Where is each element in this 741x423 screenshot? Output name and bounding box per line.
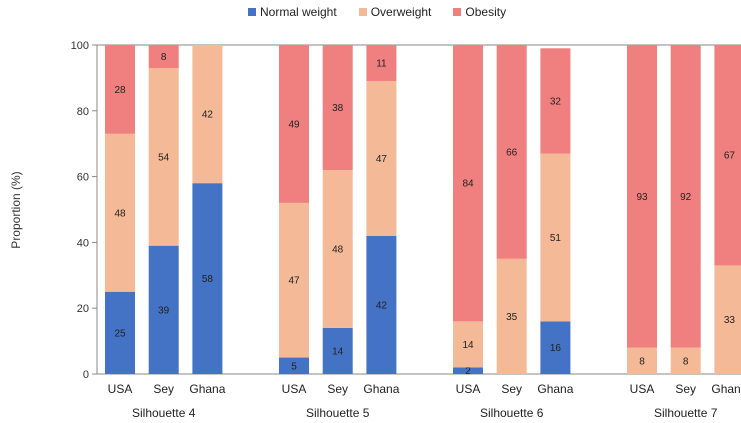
bar-segment (540, 153, 571, 322)
bar-segment (366, 45, 397, 82)
data-label: 28 (114, 85, 126, 96)
bar-segment (627, 45, 657, 348)
x-group-label: Silhouette 7 (654, 406, 718, 420)
data-label: 35 (506, 312, 518, 323)
data-label: 38 (332, 103, 344, 114)
bar-segment (279, 45, 309, 203)
bar-segment (148, 45, 179, 69)
data-label: 8 (161, 52, 167, 63)
x-category-label: Ghana (711, 382, 741, 396)
data-label: 93 (636, 192, 648, 203)
data-label: 25 (114, 328, 126, 339)
data-label: 42 (376, 300, 388, 311)
data-label: 51 (550, 233, 562, 244)
data-label: 84 (462, 179, 474, 190)
x-category-label: USA (108, 382, 133, 396)
bar-segment (148, 245, 179, 374)
data-label: 14 (462, 340, 474, 351)
data-label: 8 (683, 356, 689, 367)
bar-segment (322, 327, 353, 374)
data-label: 47 (288, 276, 300, 287)
bar-segment (105, 45, 135, 134)
bar-segment (192, 45, 223, 184)
y-tick-label: 20 (77, 303, 89, 315)
data-label: 33 (724, 315, 736, 326)
x-group-label: Silhouette 4 (132, 406, 196, 420)
data-label: 48 (332, 244, 344, 255)
bar-segment (105, 133, 135, 292)
data-label: 67 (724, 151, 736, 162)
x-group-label: Silhouette 6 (480, 406, 544, 420)
data-label: 58 (202, 274, 214, 285)
data-label: 92 (680, 192, 692, 203)
bar-segment (627, 347, 657, 374)
bar-segment (366, 81, 397, 236)
bar-segment (453, 45, 483, 322)
data-label: 8 (639, 356, 645, 367)
data-label: 66 (506, 147, 518, 158)
data-label: 49 (288, 119, 300, 130)
y-tick-label: 0 (83, 369, 89, 381)
bar-segment (192, 183, 223, 374)
x-category-label: Ghana (363, 382, 399, 396)
bar-segment (496, 45, 527, 259)
x-group-label: Silhouette 5 (306, 406, 370, 420)
bar-segment (453, 321, 483, 368)
data-label: 39 (158, 305, 170, 316)
data-label: 54 (158, 152, 170, 163)
data-label: 48 (114, 208, 126, 219)
legend-swatch-normal-weight (248, 8, 256, 16)
legend: Normal weight Overweight Obesity (248, 5, 506, 19)
legend-item-obesity: Obesity (453, 5, 506, 19)
x-category-label: USA (282, 382, 307, 396)
bar-segment (714, 45, 741, 266)
bar-segment (670, 45, 701, 348)
bar-segment (453, 367, 483, 374)
x-category-label: Sey (153, 382, 174, 396)
legend-item-overweight: Overweight (358, 5, 432, 19)
data-label: 5 (291, 361, 297, 372)
legend-label-obesity: Obesity (465, 5, 507, 19)
bar-segment (540, 321, 571, 374)
x-category-label: Ghana (537, 382, 573, 396)
bar-segment (105, 291, 135, 374)
bar-segment (714, 265, 741, 374)
legend-swatch-obesity (453, 8, 462, 16)
legend-item-normal-weight: Normal weight (248, 5, 337, 19)
data-label: 11 (376, 59, 387, 70)
legend-swatch-overweight (358, 8, 367, 16)
bar-segment (496, 258, 527, 374)
bar-segment (148, 68, 179, 246)
x-category-label: Ghana (189, 382, 225, 396)
bar-segment (279, 202, 309, 358)
bar-segment (322, 170, 353, 328)
bar-segment (322, 45, 353, 171)
bar-segment (279, 357, 309, 374)
data-label: 32 (550, 96, 562, 107)
y-tick-label: 60 (77, 172, 89, 184)
data-label: 2 (465, 366, 471, 377)
legend-label-overweight: Overweight (370, 5, 432, 19)
x-category-label: USA (630, 382, 655, 396)
x-category-label: Sey (501, 382, 522, 396)
bar-segment (670, 347, 701, 374)
x-category-label: Sey (327, 382, 348, 396)
y-tick-label: 100 (71, 40, 89, 52)
y-tick-label: 40 (77, 237, 89, 249)
y-tick-label: 80 (77, 106, 89, 118)
bar-segment (540, 48, 571, 154)
data-label: 16 (550, 343, 562, 354)
data-label: 47 (376, 154, 388, 165)
legend-label-normal-weight: Normal weight (260, 5, 337, 19)
x-category-label: Sey (675, 382, 696, 396)
data-label: 14 (332, 346, 344, 357)
bar-segment (366, 235, 397, 374)
data-label: 42 (202, 110, 214, 121)
x-category-label: USA (456, 382, 481, 396)
